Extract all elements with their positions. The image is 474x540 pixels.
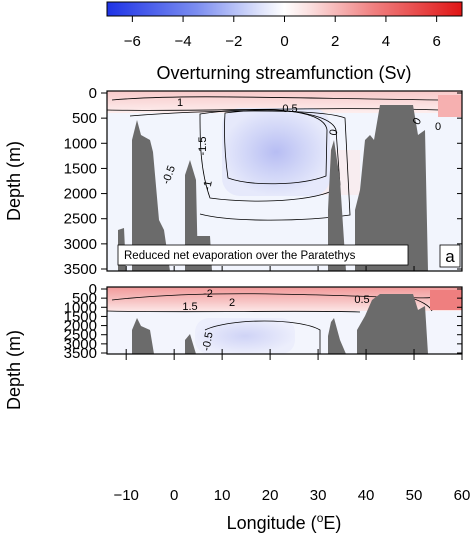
panel-a-y-tick-label: 0: [89, 85, 97, 102]
panel-b-surface-right: [430, 290, 462, 310]
panel-a-y-tick-label: 2000: [64, 186, 97, 203]
panel-a-contour-minus0p5: [129, 110, 351, 221]
x-tick-label: 10: [214, 487, 231, 504]
panel-a-letter: a: [445, 247, 455, 266]
colorbar-tick-label: −2: [225, 33, 242, 50]
panel-a-contour-label-4: 1: [177, 97, 183, 109]
colorbar-tick-label: 6: [432, 33, 440, 50]
x-axis-label: Longitude (oE): [227, 511, 342, 533]
panel-b-contour-label-3: 2: [229, 297, 235, 309]
panel-a-contour-label-7: 0: [411, 116, 424, 127]
panel-a-contour-label-6: 0: [328, 128, 341, 136]
panel-b-contour-label-1: -2: [203, 288, 213, 300]
panel-a-surface-right: [438, 95, 462, 117]
colorbar-gradient: [106, 1, 463, 17]
panel-b: -2 1.5 2 0.5 -0.5: [106, 286, 463, 355]
colorbar-tick-label: −4: [175, 33, 192, 50]
x-tick-label: 40: [358, 487, 375, 504]
colorbar-tick-label: 4: [382, 33, 390, 50]
colorbar-title: Overturning streamfunction (Sv): [156, 63, 411, 83]
panel-a: -1.5 -0.5 0.5 1 -1 0 0 0 Reduced net eva…: [64, 85, 463, 278]
panel-b-y-tick-label: 0: [89, 281, 97, 298]
panel-a-contour-label-1: -1.5: [197, 137, 209, 156]
panel-b-frame: [106, 286, 463, 355]
panel-a-frame: [106, 90, 463, 272]
x-ticks: −10 0 10 20 30 40 50 60: [113, 266, 470, 504]
panel-b-negative-cell: [195, 318, 295, 354]
panel-a-negative-cell: [222, 108, 330, 196]
panel-a-caption-box: [117, 244, 409, 266]
panel-a-topography: [118, 105, 428, 271]
y-axis-label-b: Depth (m): [4, 330, 24, 410]
panel-a-y-tick-label: 1000: [64, 135, 97, 152]
panel-b-contour-label-4: 0.5: [354, 294, 369, 306]
colorbar-tick-label: −6: [124, 33, 141, 50]
panel-b-contour-zero: [107, 310, 361, 313]
panel-a-contour-surface: [111, 96, 441, 101]
colorbar-tick-label: 0: [280, 33, 288, 50]
panel-a-contour-label-3: 0.5: [282, 103, 297, 115]
panel-a-contour-label-5: -1: [201, 180, 215, 192]
x-tick-label: 60: [454, 487, 471, 504]
panel-b-topography: [132, 294, 428, 354]
colorbar: −6 −4 −2 0 2 4 6 Overturning streamfunction (S…: [106, 1, 463, 83]
panel-a-y-tick-label: 3500: [64, 261, 97, 278]
panel-b-y-tick-label: 3000: [64, 336, 97, 353]
panel-b-y-tick-label: 3500: [64, 345, 97, 362]
panel-b-y-tick-label: 500: [72, 290, 97, 307]
panel-b-y-tick-label: 2000: [64, 318, 97, 335]
panel-a-y-tick-label: 500: [72, 110, 97, 127]
colorbar-tick-label: 2: [331, 33, 339, 50]
x-tick-label: 30: [310, 487, 327, 504]
panel-b-contour-minus0p5: [204, 320, 321, 354]
x-tick-label: 50: [406, 487, 423, 504]
panel-b-y-tick-label: 1000: [64, 299, 97, 316]
panel-b-contour-label-5: -0.5: [200, 331, 215, 352]
panel-b-contour-label-2: 1.5: [182, 301, 197, 313]
x-tick-label: −10: [113, 487, 138, 504]
panel-a-contour-label-8: 0: [435, 121, 441, 133]
panel-a-y-tick-label: 1500: [64, 160, 97, 177]
x-tick-label: 0: [170, 487, 178, 504]
panel-a-y-tick-label: 2500: [64, 211, 97, 228]
panel-a-caption: Reduced net evaporation over the Paratet…: [124, 250, 356, 262]
panel-a-y-tick-label: 3000: [64, 236, 97, 253]
y-axis-label-a: Depth (m): [4, 141, 24, 221]
x-tick-label: 20: [262, 487, 279, 504]
panel-b-y-tick-label: 1500: [64, 308, 97, 325]
panel-b-contour-surface: [111, 293, 433, 312]
panel-b-y-tick-label: 2500: [64, 327, 97, 344]
panel-a-letter-box: [439, 244, 461, 268]
